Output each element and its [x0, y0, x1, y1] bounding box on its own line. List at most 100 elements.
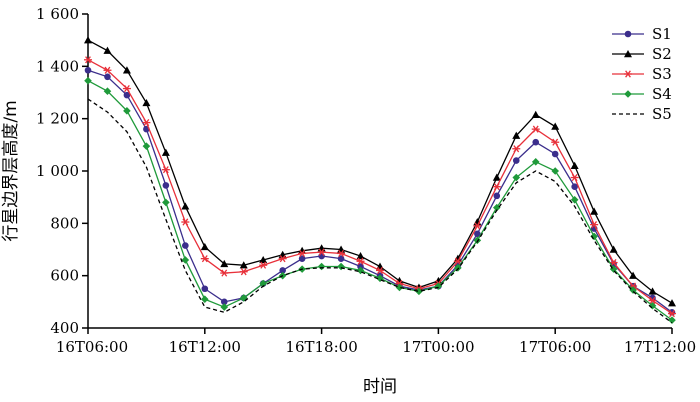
data-point-s3 [492, 183, 501, 191]
x-axis-title: 时间 [363, 377, 397, 397]
data-point-s3 [570, 173, 579, 182]
legend-item-s2: S2 [612, 45, 672, 63]
data-point-s3 [122, 84, 131, 93]
y-tick-label: 1 600 [36, 5, 79, 23]
data-point-s2 [122, 66, 131, 74]
x-tick-label: 17T12:00 [624, 338, 696, 356]
asterisk-stroke [454, 257, 461, 265]
data-point-s1 [551, 150, 559, 158]
data-point-s3 [84, 56, 92, 64]
data-point-s4 [103, 87, 112, 95]
y-tick-label: 1 200 [36, 110, 79, 128]
data-point-s3 [103, 66, 112, 74]
data-point-s4 [454, 264, 462, 272]
data-point-s4 [629, 286, 637, 294]
data-point-s1 [571, 183, 578, 190]
data-point-s2 [629, 271, 638, 279]
data-point-s2 [590, 207, 599, 215]
legend: S1 S2 S3 S4 S5 [612, 25, 672, 123]
data-point-s2 [103, 46, 112, 54]
data-point-s4 [259, 279, 267, 288]
data-point-s4 [337, 262, 345, 271]
legend-item-s1: S1 [612, 25, 672, 43]
data-point-s1 [318, 252, 325, 260]
data-point-s3 [453, 257, 462, 265]
series-s4 [84, 76, 676, 324]
asterisk-stroke [279, 255, 286, 263]
asterisk-stroke [591, 221, 598, 229]
data-point-s4 [415, 287, 423, 296]
data-point-s3 [161, 166, 170, 174]
asterisk-stroke [532, 125, 539, 133]
data-point-s3 [512, 145, 521, 153]
data-point-s3 [337, 249, 346, 258]
asterisk-stroke [104, 66, 111, 74]
legend-item-s5: S5 [612, 105, 672, 123]
series-s2 [84, 36, 676, 307]
data-point-s4 [473, 236, 482, 245]
asterisk-stroke [162, 166, 169, 174]
data-point-s4 [201, 295, 209, 304]
data-point-s1 [474, 230, 481, 238]
asterisk-stroke [377, 266, 383, 275]
data-point-s2 [356, 252, 365, 260]
asterisk-stroke [201, 255, 208, 263]
data-point-s3 [668, 310, 676, 318]
data-point-s3 [317, 248, 326, 256]
series-s5 [87, 98, 673, 324]
series-line-s5 [87, 98, 673, 324]
asterisk-stroke [143, 119, 150, 127]
data-point-s3 [298, 249, 307, 258]
data-point-s4 [531, 158, 540, 166]
data-point-s2 [570, 161, 579, 169]
asterisk-stroke [625, 70, 631, 78]
y-tick-label: 600 [50, 267, 79, 285]
data-point-s3 [531, 125, 540, 133]
legend-marker-s1 [624, 30, 632, 38]
asterisk-stroke [221, 269, 228, 277]
data-point-s4 [648, 301, 657, 310]
data-point-s1 [337, 255, 345, 262]
data-point-s3 [142, 119, 151, 127]
data-point-s3 [551, 138, 560, 146]
legend-label-s1: S1 [652, 25, 672, 43]
data-point-s2 [298, 246, 307, 255]
data-point-s1 [182, 242, 189, 249]
data-point-s4 [356, 266, 365, 275]
data-point-s2 [161, 148, 170, 156]
data-point-s1 [512, 157, 520, 164]
data-point-s2 [453, 254, 462, 262]
data-point-s4 [395, 283, 404, 292]
data-point-s2 [609, 245, 618, 253]
asterisk-stroke [124, 84, 130, 93]
data-point-s4 [570, 195, 579, 204]
axes: 400 600 800 1 000 1 200 1 400 1 600 16T06:00 16T… [36, 5, 696, 356]
data-point-s2 [181, 202, 190, 210]
data-point-s2 [492, 173, 501, 181]
asterisk-stroke [299, 249, 306, 258]
data-point-s2 [200, 242, 209, 251]
data-point-s3 [220, 269, 229, 277]
data-point-s4 [493, 203, 501, 212]
data-point-s3 [200, 255, 209, 263]
data-point-s2 [434, 276, 443, 285]
x-tick-label: 16T12:00 [169, 338, 241, 356]
data-point-s3 [278, 255, 287, 263]
data-point-s2 [220, 259, 229, 268]
data-point-s2 [84, 36, 92, 44]
data-point-s3 [239, 268, 248, 276]
y-tick-label: 800 [50, 214, 79, 232]
data-point-s4 [181, 256, 190, 264]
asterisk-stroke [338, 249, 344, 258]
y-tick-label: 400 [50, 319, 79, 337]
data-point-s4 [317, 262, 326, 271]
y-tick-label: 1 400 [36, 57, 79, 75]
x-tick-label: 16T06:00 [56, 338, 128, 356]
data-point-s1 [532, 138, 540, 146]
data-point-s3 [356, 257, 365, 265]
data-point-s1 [123, 91, 131, 99]
x-tick-label: 16T18:00 [285, 338, 357, 356]
legend-item-s3: S3 [612, 65, 672, 83]
